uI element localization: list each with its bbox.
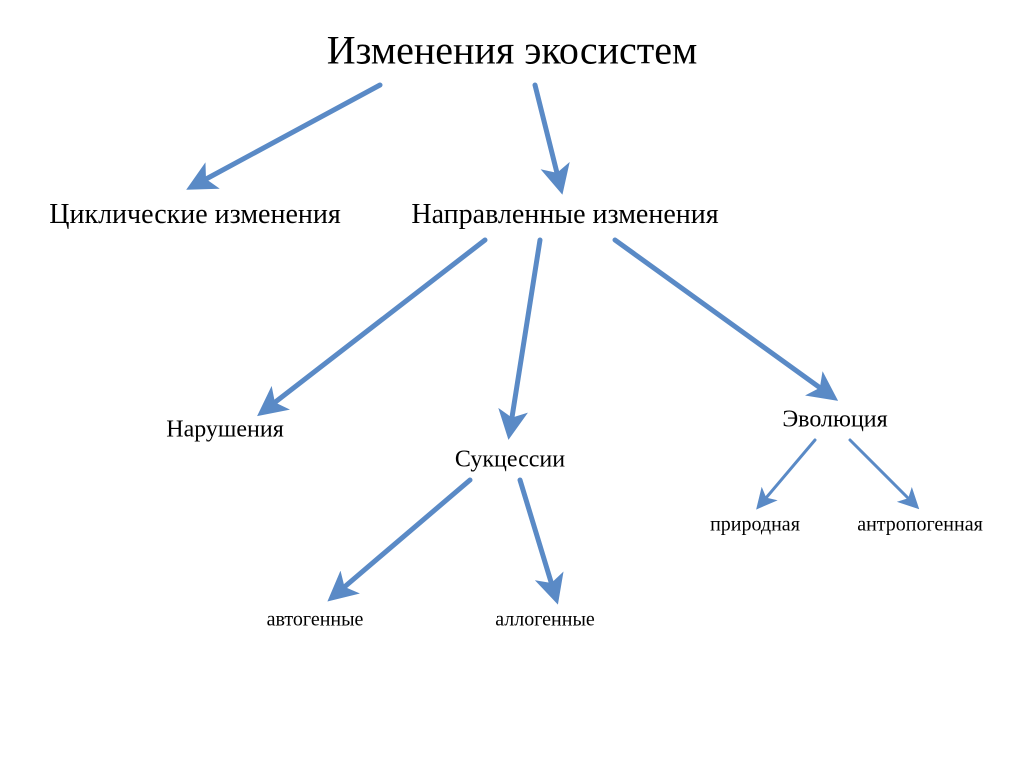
disturb-node: Нарушения: [166, 417, 284, 444]
succession-node: Сукцессии: [455, 447, 565, 474]
autogenic-node: автогенные: [267, 609, 364, 632]
directed-node: Направленные изменения: [411, 199, 718, 231]
title-node: Изменения экосистем: [327, 27, 698, 74]
natural-node: природная: [710, 514, 800, 537]
anthro-node: антропогенная: [857, 514, 983, 537]
evolution-node: Эволюция: [782, 407, 887, 434]
cyclic-node: Циклические изменения: [49, 199, 340, 231]
arrows-layer: [0, 0, 1024, 767]
allogenic-node: аллогенные: [495, 609, 595, 632]
